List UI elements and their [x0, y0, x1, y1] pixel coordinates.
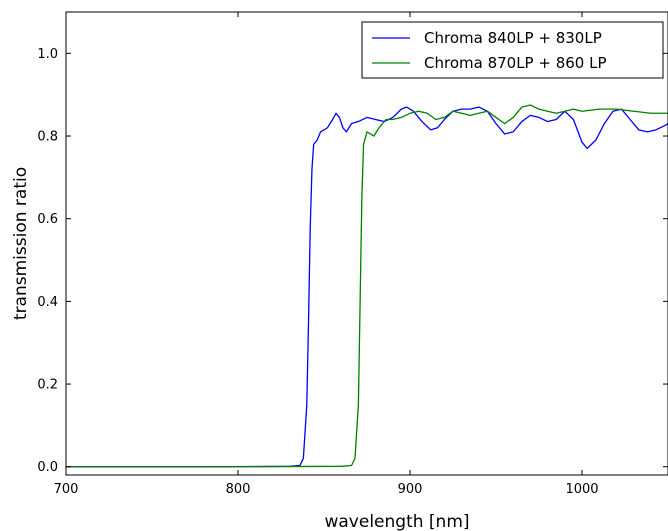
- x-tick-label: 1000: [565, 482, 598, 497]
- y-tick-label: 1.0: [37, 47, 58, 62]
- legend-label-series-1: Chroma 840LP + 830LP: [424, 29, 602, 47]
- x-tick-label: 900: [398, 482, 423, 497]
- y-tick-label: 0.4: [37, 295, 58, 310]
- y-tick-label: 0.6: [37, 212, 58, 227]
- x-axis-title: wavelength [nm]: [324, 512, 469, 531]
- legend-box: [361, 21, 664, 79]
- series-line-2: [66, 104, 668, 468]
- series-line-1: [66, 106, 668, 468]
- y-axis-title: transmission ratio: [11, 167, 31, 320]
- x-tick-label: 800: [226, 482, 251, 497]
- plot-border: [65, 11, 668, 476]
- legend: Chroma 840LP + 830LP Chroma 870LP + 860 …: [361, 21, 664, 79]
- y-tick-label: 0.8: [37, 130, 58, 145]
- legend-label-series-2: Chroma 870LP + 860 LP: [424, 54, 607, 72]
- series-layer: [66, 104, 668, 468]
- ticks-layer: 700 800 900 1000 0.0 0.2 0.4 0.6 0.8 1.0: [37, 12, 668, 497]
- y-tick-label: 0.2: [37, 378, 58, 393]
- y-tick-label: 0.0: [37, 460, 58, 475]
- x-tick-label: 700: [54, 482, 79, 497]
